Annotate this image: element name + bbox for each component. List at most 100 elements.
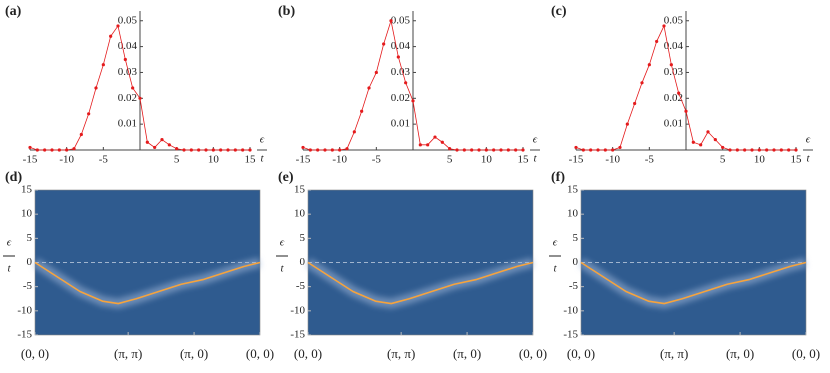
data-point — [440, 140, 444, 144]
data-point — [735, 148, 739, 152]
y-tick-label: 5 — [300, 232, 306, 244]
data-point — [116, 24, 120, 28]
data-point — [404, 81, 408, 85]
panel-label: (d) — [5, 170, 22, 185]
x-label: ϵ — [533, 134, 538, 146]
y-tick-label: 0 — [300, 256, 306, 268]
data-point — [360, 109, 364, 113]
data-point — [640, 81, 644, 85]
panel-label: (f) — [551, 170, 565, 185]
y-tick-label: -10 — [563, 304, 578, 316]
y-tick-label: 0 — [573, 256, 579, 268]
y-tick-label: 0.05 — [664, 14, 684, 26]
x-tick-label: -15 — [569, 154, 584, 166]
data-point — [470, 148, 474, 152]
y-tick-label: 0.05 — [118, 14, 138, 26]
data-point — [655, 39, 659, 44]
data-point — [772, 148, 776, 152]
x-tick-label: (0, 0) — [21, 346, 49, 361]
data-point — [618, 145, 622, 150]
panel: (f) -15 -10 -5 0 5 10 15 (0, 0) (π, π) (π, 0) (0, 0… — [549, 170, 820, 361]
data-point — [477, 148, 481, 152]
data-point — [757, 148, 761, 152]
data-point — [338, 148, 342, 152]
x-tick-label: (0, 0) — [519, 346, 547, 361]
data-point — [448, 147, 452, 151]
data-point — [779, 148, 783, 152]
x-label: t — [533, 153, 537, 165]
y-tick-label: 5 — [573, 232, 579, 244]
data-point — [396, 55, 400, 59]
y-tick-label: 0.02 — [391, 92, 410, 104]
x-tick-label: (0, 0) — [246, 346, 274, 361]
data-point — [345, 147, 349, 151]
data-point — [204, 148, 208, 152]
data-point — [57, 148, 61, 152]
x-tick-label: (0, 0) — [792, 346, 820, 361]
y-tick-label: 5 — [27, 232, 33, 244]
data-point — [138, 96, 142, 100]
y-tick-label: -15 — [563, 329, 578, 341]
data-point — [248, 148, 252, 152]
x-tick-label: 15 — [791, 154, 803, 166]
y-tick-label: 0.01 — [391, 118, 410, 130]
y-tick-label: -5 — [23, 280, 33, 292]
y-tick-label: 0.02 — [664, 92, 683, 104]
x-tick-label: 10 — [481, 154, 493, 166]
data-point — [197, 148, 201, 152]
y-tick-label: 0.02 — [118, 92, 137, 104]
data-point — [109, 34, 113, 38]
data-point — [426, 143, 430, 147]
x-tick-label: -15 — [23, 154, 38, 166]
data-point — [728, 148, 732, 152]
data-point — [506, 148, 510, 152]
data-point — [219, 148, 223, 152]
data-point — [794, 148, 798, 152]
y-tick-label: 0 — [27, 256, 33, 268]
x-tick-label: (π, 0) — [726, 346, 754, 361]
x-tick-label: -5 — [645, 154, 655, 166]
data-point — [713, 138, 717, 142]
data-point — [699, 143, 703, 147]
data-point — [514, 148, 518, 152]
data-point — [330, 148, 334, 152]
data-point — [167, 143, 171, 147]
data-point — [301, 145, 305, 150]
y-label: ϵ — [7, 237, 12, 249]
y-tick-label: 0.03 — [391, 66, 411, 78]
x-tick-label: -10 — [59, 154, 74, 166]
x-tick-label: (0, 0) — [567, 346, 595, 361]
panel-label: (a) — [5, 4, 22, 19]
y-tick-label: 0.01 — [118, 118, 137, 130]
y-tick-label: 15 — [567, 184, 579, 196]
data-point — [211, 148, 215, 152]
data-point — [28, 145, 32, 150]
data-point — [484, 148, 488, 152]
data-point — [87, 112, 91, 116]
data-point — [765, 148, 769, 152]
x-tick-label: -15 — [296, 154, 311, 166]
data-point — [352, 130, 356, 134]
data-point — [589, 148, 593, 152]
x-tick-label: (π, 0) — [180, 346, 208, 361]
data-point — [175, 147, 179, 151]
x-tick-label: -5 — [372, 154, 382, 166]
data-point — [389, 19, 393, 23]
data-point — [603, 148, 607, 152]
data-point — [418, 143, 422, 147]
data-point — [787, 148, 791, 152]
data-point — [750, 148, 754, 152]
x-tick-label: -5 — [99, 154, 109, 166]
band-line — [307, 261, 534, 305]
data-point — [153, 145, 157, 150]
x-tick-label: 10 — [208, 154, 220, 166]
x-tick-label: 15 — [518, 154, 530, 166]
data-point — [625, 122, 629, 126]
data-point — [374, 70, 378, 75]
y-tick-label: 0.05 — [391, 14, 411, 26]
data-point — [662, 24, 666, 28]
x-tick-label: -10 — [332, 154, 347, 166]
x-tick-label: 5 — [720, 154, 726, 166]
data-point — [633, 101, 637, 106]
